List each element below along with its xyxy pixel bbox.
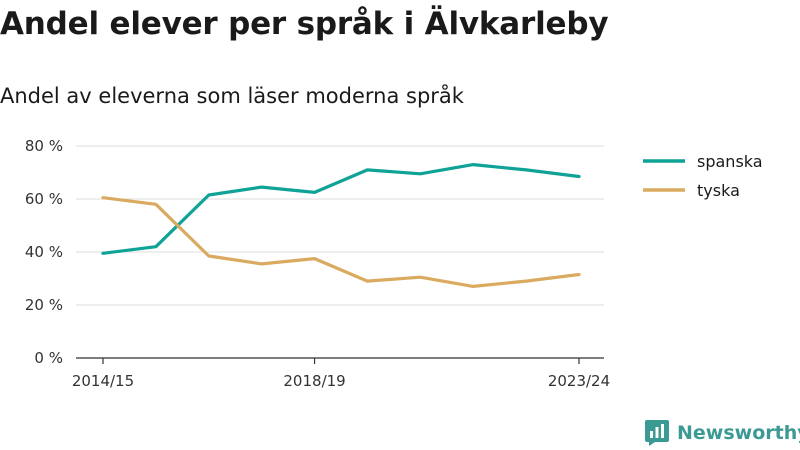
- y-tick-label: 80 %: [25, 137, 63, 155]
- legend: spanska tyska: [643, 152, 763, 200]
- brand-logo: Newsworthy: [645, 420, 800, 446]
- x-tick-label: 2018/19: [283, 372, 345, 390]
- x-tick-label: 2023/24: [548, 372, 610, 390]
- gridlines: [76, 145, 604, 306]
- chart-title: Andel elever per språk i Älvkarleby: [0, 6, 609, 42]
- series-line-spanska: [101, 163, 581, 255]
- bar-chart-logo-icon: [645, 420, 669, 446]
- series-line-tyska: [101, 196, 581, 288]
- brand-name: Newsworthy: [677, 422, 800, 444]
- y-tick-label: 20 %: [25, 296, 63, 314]
- legend-label-spanska: spanska: [697, 152, 763, 171]
- series-lines: [101, 163, 581, 288]
- y-tick-label: 60 %: [25, 190, 63, 208]
- y-tick-label: 40 %: [25, 243, 63, 261]
- y-tick-label: 0 %: [34, 349, 63, 367]
- chart-subtitle: Andel av eleverna som läser moderna språ…: [0, 84, 464, 108]
- legend-label-tyska: tyska: [697, 181, 740, 200]
- axes: 0 % 20 % 40 % 60 % 80 % 2014/15 2018/19 2023/24: [25, 137, 610, 390]
- x-tick-label: 2014/15: [72, 372, 134, 390]
